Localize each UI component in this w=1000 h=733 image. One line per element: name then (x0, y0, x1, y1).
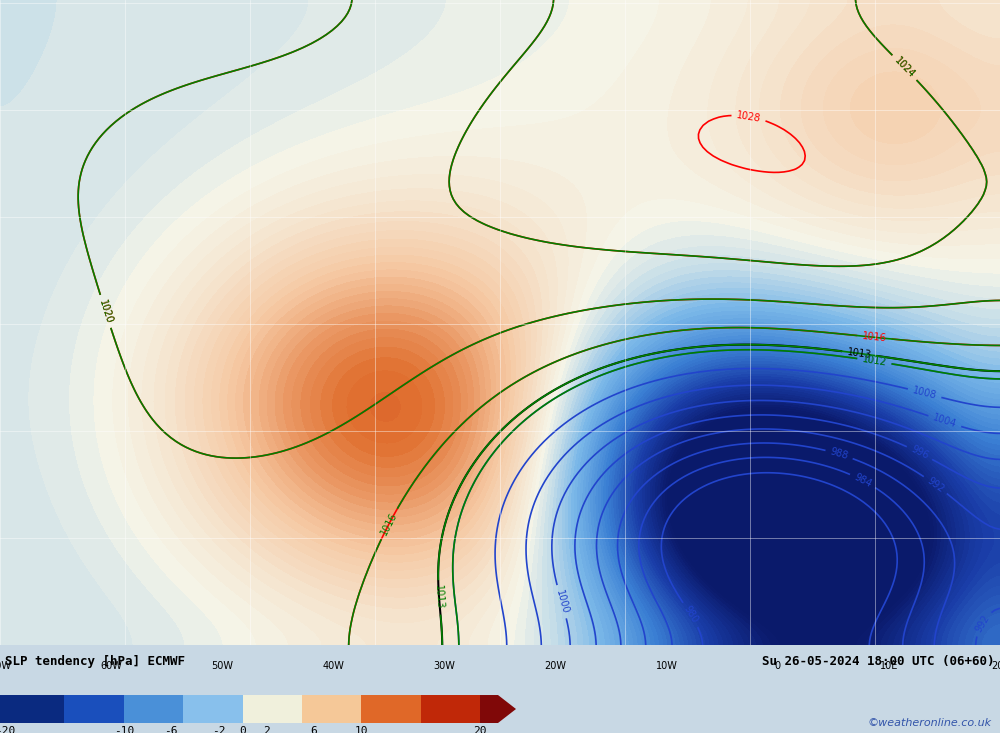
Text: 10: 10 (354, 726, 368, 733)
FancyBboxPatch shape (183, 695, 242, 723)
Text: 0: 0 (239, 726, 246, 733)
Text: 1012: 1012 (861, 354, 887, 368)
Text: 980: 980 (682, 604, 700, 625)
FancyBboxPatch shape (124, 695, 183, 723)
Text: 30W: 30W (434, 660, 455, 671)
FancyBboxPatch shape (421, 695, 480, 723)
Text: 20: 20 (473, 726, 487, 733)
FancyBboxPatch shape (5, 695, 64, 723)
Text: -20: -20 (0, 726, 15, 733)
Text: 1024: 1024 (892, 55, 917, 80)
Text: -2: -2 (212, 726, 226, 733)
Text: 50W: 50W (211, 660, 233, 671)
Text: 992: 992 (925, 476, 946, 494)
Text: 1008: 1008 (912, 386, 938, 401)
Text: 10E: 10E (880, 660, 898, 671)
Text: 2: 2 (263, 726, 270, 733)
FancyBboxPatch shape (361, 695, 421, 723)
Text: 1016: 1016 (379, 511, 399, 537)
Text: 1020: 1020 (97, 298, 114, 325)
Text: 992: 992 (973, 613, 991, 634)
Text: 1012: 1012 (861, 354, 887, 368)
Text: -6: -6 (164, 726, 178, 733)
Text: 40W: 40W (322, 660, 344, 671)
FancyBboxPatch shape (64, 695, 124, 723)
Text: Su 26-05-2024 18:00 UTC (06+60): Su 26-05-2024 18:00 UTC (06+60) (763, 655, 995, 668)
Text: 996: 996 (909, 444, 930, 462)
Text: 1016: 1016 (862, 331, 887, 344)
Text: 6: 6 (310, 726, 317, 733)
FancyBboxPatch shape (302, 695, 361, 723)
Text: 1013: 1013 (846, 347, 872, 360)
Text: 20W: 20W (545, 660, 567, 671)
Text: SLP tendency [hPa] ECMWF: SLP tendency [hPa] ECMWF (5, 655, 185, 668)
Text: 1028: 1028 (736, 110, 762, 124)
Text: 984: 984 (852, 472, 873, 489)
Text: -10: -10 (114, 726, 134, 733)
Text: 1013: 1013 (433, 585, 445, 610)
Text: 1004: 1004 (932, 413, 958, 430)
Text: 0: 0 (775, 660, 781, 671)
Text: 20E: 20E (991, 660, 1000, 671)
FancyArrow shape (480, 695, 516, 723)
Text: 1024: 1024 (892, 55, 917, 80)
Text: 1000: 1000 (554, 589, 570, 615)
Text: 10W: 10W (656, 660, 678, 671)
FancyArrow shape (0, 695, 5, 723)
Text: 988: 988 (829, 446, 849, 462)
Text: 70W: 70W (0, 660, 11, 671)
Text: 1020: 1020 (97, 298, 114, 325)
FancyBboxPatch shape (242, 695, 302, 723)
Text: 60W: 60W (100, 660, 122, 671)
Text: ©weatheronline.co.uk: ©weatheronline.co.uk (868, 718, 992, 728)
